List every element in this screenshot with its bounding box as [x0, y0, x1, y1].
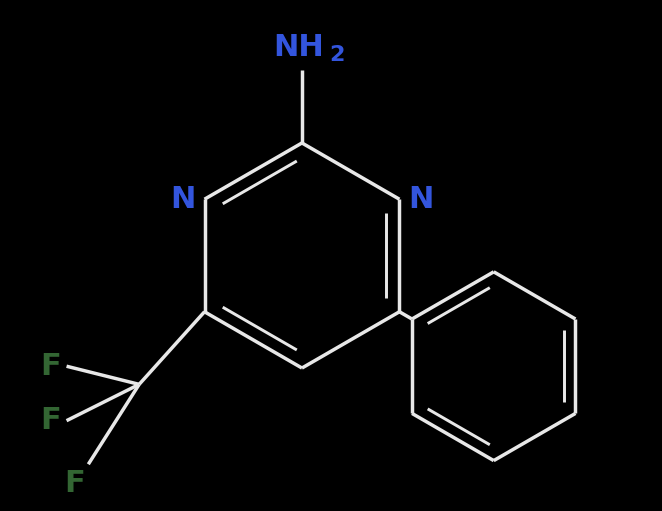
Text: N: N	[408, 185, 434, 214]
Text: NH: NH	[273, 33, 324, 62]
Text: F: F	[65, 469, 85, 498]
Text: F: F	[40, 352, 61, 381]
Text: N: N	[170, 185, 196, 214]
Text: 2: 2	[330, 44, 345, 64]
Text: F: F	[40, 406, 61, 435]
